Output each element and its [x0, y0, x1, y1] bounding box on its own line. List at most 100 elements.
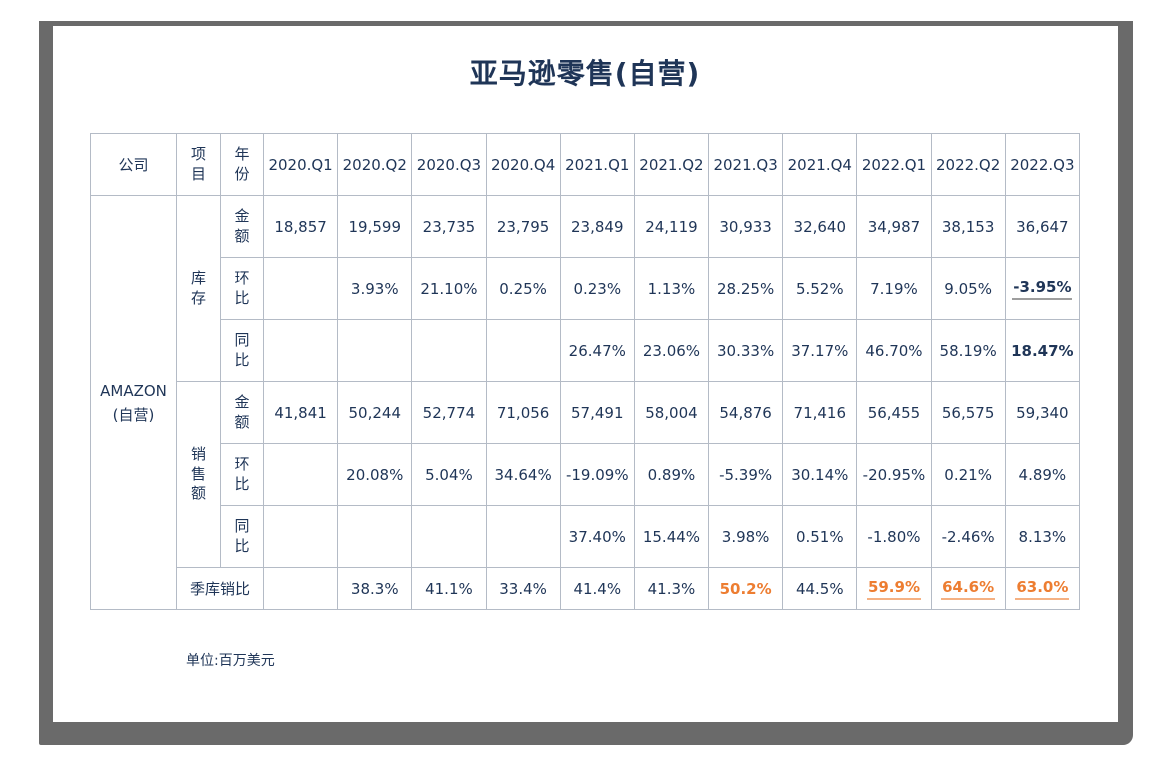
- cell-value: 41.1%: [425, 579, 473, 598]
- cell-value: 20.08%: [346, 465, 404, 484]
- cell-value: 46.70%: [865, 341, 923, 360]
- cell-value: 23.06%: [642, 341, 701, 360]
- page-title: 亚马逊零售(自营): [469, 57, 701, 90]
- value-cell: 56,455: [856, 381, 932, 444]
- cell-value: 44.5%: [795, 579, 844, 598]
- cell-value: 23,735: [422, 217, 476, 236]
- header-quarter: 2022.Q1: [856, 133, 932, 196]
- subrow-label: 同 比: [220, 319, 264, 382]
- value-cell: [262, 443, 339, 506]
- value-cell: 0.51%: [782, 505, 858, 568]
- cell-value: 36,647: [1016, 217, 1069, 236]
- cell-value: 19,599: [348, 217, 402, 236]
- cell-value: 4.89%: [1018, 465, 1067, 484]
- value-cell: 58,004: [633, 381, 710, 444]
- header-year: 年 份: [220, 133, 264, 196]
- value-cell: -19.09%: [559, 443, 635, 506]
- value-cell: 63.0%: [1004, 567, 1081, 610]
- value-cell: 24,119: [633, 195, 710, 258]
- cell-value: 5.04%: [425, 465, 473, 484]
- cell-value: 3.98%: [721, 527, 770, 546]
- value-cell: 44.5%: [782, 567, 858, 610]
- table-row: 环 比 3.93% 21.10% 0.25% 0.23% 1.13% 28.25% 5.52%…: [91, 257, 1081, 320]
- cell-value: 58,004: [645, 403, 698, 422]
- cell-value: 63.0%: [1015, 578, 1070, 600]
- value-cell: 3.93%: [337, 257, 413, 320]
- cell-value: 8.13%: [1018, 527, 1067, 546]
- cell-value: -19.09%: [565, 465, 629, 484]
- value-cell: 9.05%: [930, 257, 1006, 320]
- cell-value: 30,933: [719, 217, 772, 236]
- value-cell: 38.3%: [337, 567, 413, 610]
- value-cell: -5.39%: [708, 443, 784, 506]
- cell-value: 34.64%: [494, 465, 552, 484]
- cell-value: 41.4%: [573, 579, 622, 598]
- value-cell: 32,640: [782, 195, 858, 258]
- value-cell: 37.40%: [559, 505, 635, 568]
- value-cell: 18.47%: [1004, 319, 1081, 382]
- value-cell: 26.47%: [559, 319, 635, 382]
- group-label: 销 售 额: [176, 381, 221, 568]
- value-cell: 7.19%: [856, 257, 932, 320]
- cell-value: 5.52%: [795, 279, 844, 298]
- value-cell: -2.46%: [930, 505, 1006, 568]
- value-cell: 56,575: [930, 381, 1006, 444]
- cell-value: 18,857: [274, 217, 327, 236]
- value-cell: [262, 257, 339, 320]
- subrow-label: 环 比: [220, 257, 264, 320]
- cell-value: 34,987: [867, 217, 921, 236]
- amazon-retail-table: 公司 项 目 年 份 2020.Q1 2020.Q2 2020.Q3 2020.Q4 2…: [90, 133, 1081, 610]
- cell-value: 0.25%: [499, 279, 547, 298]
- value-cell: [411, 319, 487, 382]
- cell-value: 38,153: [941, 217, 995, 236]
- value-cell: 59.9%: [856, 567, 932, 610]
- cell-value: 56,455: [867, 403, 921, 422]
- value-cell: 38,153: [930, 195, 1006, 258]
- value-cell: [262, 319, 339, 382]
- value-cell: 28.25%: [708, 257, 784, 320]
- value-cell: 4.89%: [1004, 443, 1081, 506]
- cell-value: 54,876: [719, 403, 772, 422]
- ratio-row: 季库销比 38.3% 41.1% 33.4% 41.4% 41.3% 50.2% 44.5% 5…: [91, 567, 1081, 610]
- header-quarter: 2022.Q3: [1004, 133, 1081, 196]
- header-quarter: 2021.Q3: [708, 133, 784, 196]
- value-cell: 58.19%: [930, 319, 1006, 382]
- value-cell: -1.80%: [856, 505, 932, 568]
- table-row: 环 比 20.08% 5.04% 34.64% -19.09% 0.89% -5.39% 30…: [91, 443, 1081, 506]
- cell-value: 32,640: [793, 217, 847, 236]
- cell-value: -3.95%: [1012, 278, 1073, 300]
- cell-value: 0.23%: [573, 279, 622, 298]
- value-cell: 0.21%: [930, 443, 1006, 506]
- cell-value: 41.3%: [647, 579, 696, 598]
- value-cell: 20.08%: [337, 443, 413, 506]
- value-cell: 21.10%: [411, 257, 487, 320]
- cell-value: 50,244: [348, 403, 402, 422]
- cell-value: 37.40%: [568, 527, 626, 546]
- table-row: 同 比 26.47% 23.06% 30.33% 37.17% 46.70% 58.19% 1…: [91, 319, 1081, 382]
- cell-value: 3.93%: [350, 279, 399, 298]
- value-cell: 5.52%: [782, 257, 858, 320]
- subrow-label: 金 额: [220, 195, 264, 258]
- value-cell: 36,647: [1004, 195, 1081, 258]
- cell-value: -20.95%: [862, 465, 926, 484]
- cell-value: 0.21%: [944, 465, 992, 484]
- cell-value: 15.44%: [642, 527, 701, 546]
- header-quarter: 2020.Q3: [411, 133, 487, 196]
- value-cell: 23,735: [411, 195, 487, 258]
- value-cell: 54,876: [708, 381, 784, 444]
- value-cell: [262, 567, 339, 610]
- header-quarter: 2021.Q4: [782, 133, 858, 196]
- cell-value: 23,795: [496, 217, 550, 236]
- value-cell: 34,987: [856, 195, 932, 258]
- value-cell: -3.95%: [1004, 257, 1081, 320]
- value-cell: -20.95%: [856, 443, 932, 506]
- cell-value: -5.39%: [719, 465, 773, 484]
- cell-value: 26.47%: [568, 341, 626, 360]
- cell-value: -1.80%: [867, 527, 921, 546]
- subrow-label: 环 比: [220, 443, 264, 506]
- cell-value: 0.89%: [647, 465, 696, 484]
- cell-value: 50.2%: [719, 579, 772, 598]
- value-cell: 50.2%: [708, 567, 784, 610]
- header-quarter: 2020.Q2: [337, 133, 413, 196]
- cell-value: 58.19%: [939, 341, 997, 360]
